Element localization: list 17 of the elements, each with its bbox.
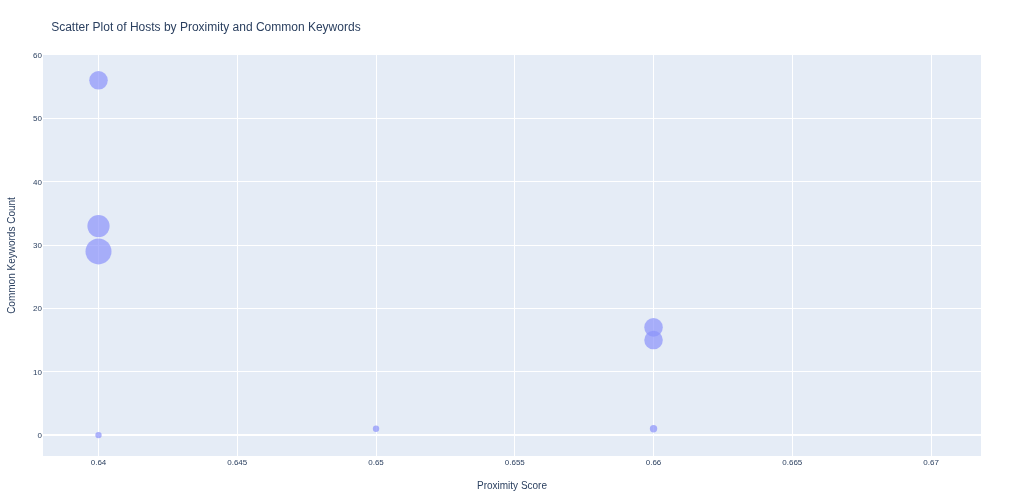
x-tick-label: 0.66 — [645, 458, 662, 467]
y-tick-label: 20 — [33, 304, 43, 314]
x-tick-label: 0.64 — [90, 458, 107, 467]
y-tick-label: 60 — [33, 50, 43, 60]
x-tick-label: 0.665 — [782, 458, 803, 467]
x-tick-label: 0.645 — [227, 458, 248, 467]
chart-title: Scatter Plot of Hosts by Proximity and Common Keywords — [51, 19, 361, 34]
x-tick-label: 0.65 — [368, 458, 385, 467]
y-tick-label: 30 — [33, 240, 43, 250]
x-axis-title: Proximity Score — [476, 479, 548, 491]
y-axis-title: Common Keywords Count — [6, 196, 18, 314]
x-tick-label: 0.67 — [923, 458, 940, 467]
y-tick-label: 40 — [33, 177, 43, 187]
x-tick-label: 0.655 — [504, 458, 526, 467]
y-tick-label: 10 — [33, 367, 43, 377]
y-tick-label: 50 — [33, 114, 43, 124]
y-tick-label: 0 — [37, 430, 43, 440]
